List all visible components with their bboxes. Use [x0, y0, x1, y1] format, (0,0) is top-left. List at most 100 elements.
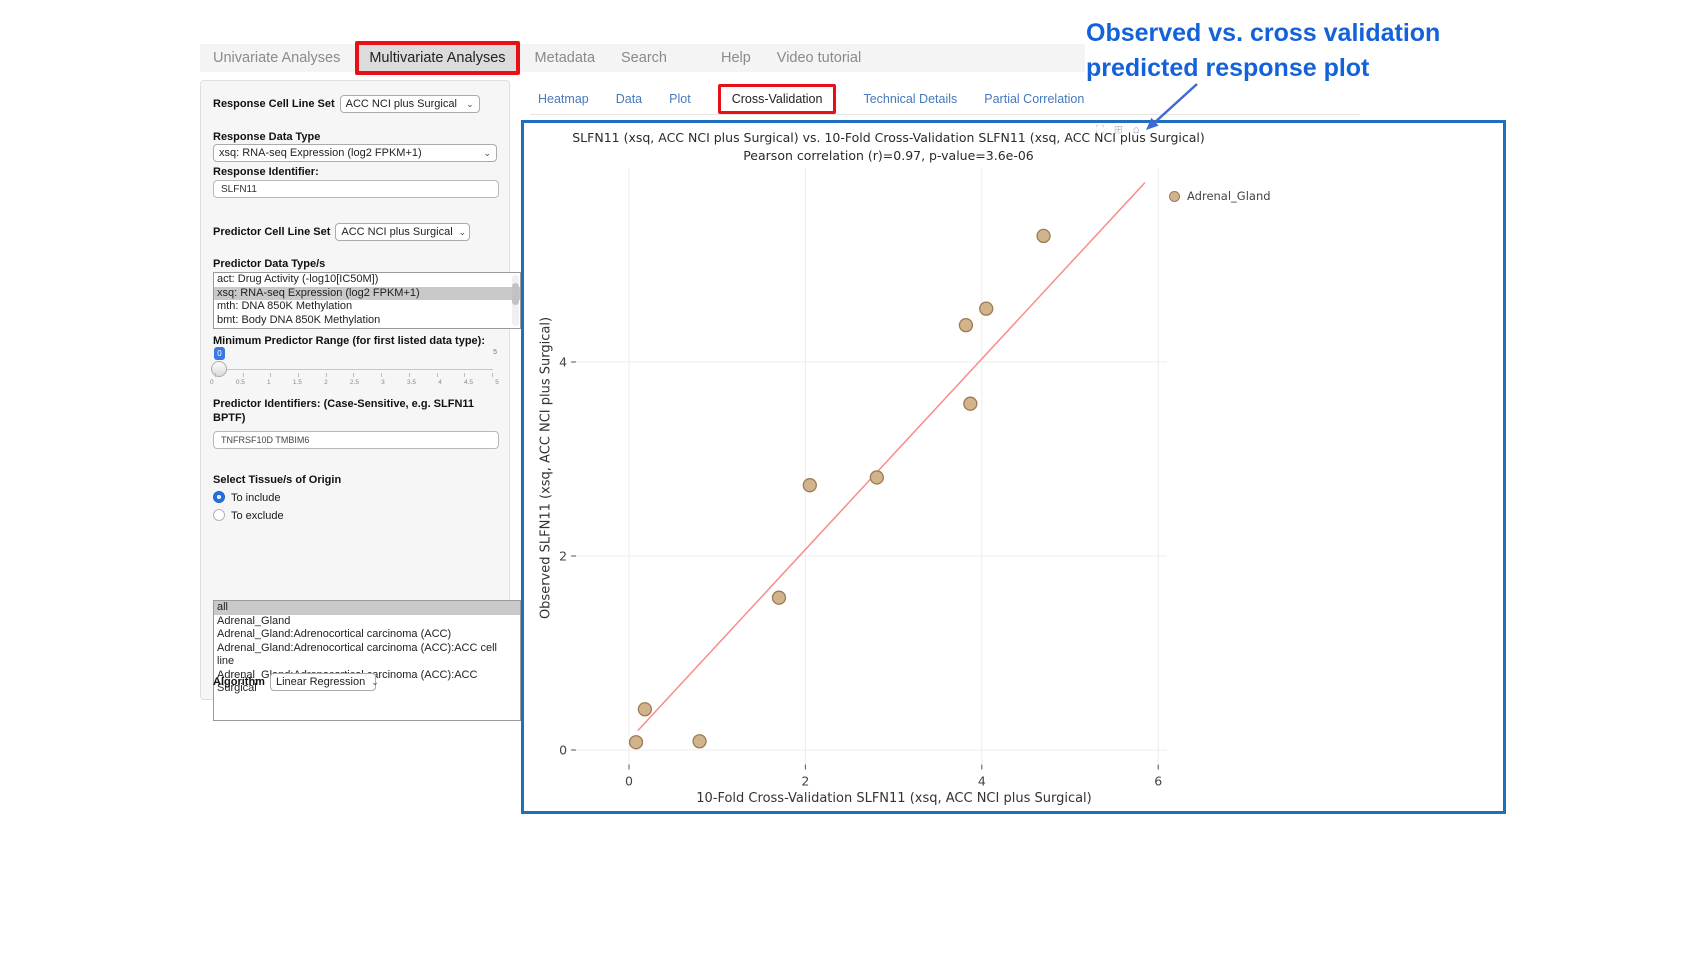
tab-data[interactable]: Data — [615, 92, 643, 106]
chevron-down-icon: ⌄ — [483, 147, 491, 158]
scrollbar[interactable] — [512, 275, 519, 326]
tab-technical-details[interactable]: Technical Details — [863, 92, 958, 106]
response-data-type-row: xsq: RNA-seq Expression (log2 FPKM+1) ⌄ — [213, 144, 497, 162]
data-point — [771, 590, 787, 605]
tab-heatmap[interactable]: Heatmap — [538, 92, 589, 106]
radio-row-include[interactable]: To include — [213, 491, 497, 504]
slider-track[interactable] — [215, 369, 493, 370]
cross-validation-plot-panel: SLFN11 (xsq, ACC NCI plus Surgical) vs. … — [521, 120, 1506, 814]
algorithm-value: Linear Regression — [275, 676, 366, 688]
data-point — [963, 396, 978, 411]
tab-cross-validation[interactable]: Cross-Validation — [717, 84, 837, 114]
plot-title: SLFN11 (xsq, ACC NCI plus Surgical) vs. … — [572, 130, 1205, 145]
tab-partial-correlation[interactable]: Partial Correlation — [984, 92, 1085, 106]
response-data-type-value: xsq: RNA-seq Expression (log2 FPKM+1) — [219, 147, 422, 159]
tissue-origin-label: Select Tissue/s of Origin — [213, 474, 342, 486]
slider-value-badge: 0 — [214, 347, 225, 360]
predictor-identifiers-input[interactable] — [213, 431, 499, 449]
radio-button-icon[interactable] — [213, 509, 225, 521]
x-tick-label: 0 — [625, 774, 633, 789]
data-point — [979, 301, 994, 316]
data-point — [692, 734, 707, 749]
plot-legend[interactable]: Adrenal_Gland — [1169, 189, 1271, 203]
predictor-identifiers-label: Predictor Identifiers: (Case-Sensitive, … — [213, 398, 475, 424]
radio-row-exclude[interactable]: To exclude — [213, 509, 497, 522]
response-cell-line-set-select[interactable]: ACC NCI plus Surgical ⌄ — [339, 95, 480, 113]
nav-item-search[interactable]: Search — [621, 50, 667, 66]
predictor-data-types-listbox: act: Drug Activity (-log10[IC50M]) xsq: … — [213, 272, 521, 329]
list-item[interactable]: Adrenal_Gland — [217, 614, 291, 627]
min-predictor-range-slider: 0 5 0 0.5 1 1.5 2 2.5 3 3.5 4 4.5 5 — [210, 347, 499, 391]
response-identifier-label: Response Identifier: — [213, 166, 319, 178]
list-item[interactable]: bmt: Body DNA 850K Methylation — [217, 313, 381, 326]
plot-subtitle: Pearson correlation (r)=0.97, p-value=3.… — [743, 148, 1034, 163]
list-item-selected[interactable]: all — [214, 601, 520, 615]
nav-item-metadata[interactable]: Metadata — [534, 50, 596, 66]
y-tick-label: 2 — [559, 549, 567, 564]
list-item[interactable]: act: Drug Activity (-log10[IC50M]) — [217, 273, 379, 285]
slider-tick-labels: 0 0.5 1 1.5 2 2.5 3 3.5 4 4.5 5 — [210, 379, 499, 386]
list-item-selected[interactable]: xsq: RNA-seq Expression (log2 FPKM+1) — [214, 286, 520, 300]
y-axis-label: Observed SLFN11 (xsq, ACC NCI plus Surgi… — [538, 316, 554, 620]
predictor-cell-line-set-label: Predictor Cell Line Set — [213, 226, 331, 238]
data-point — [1036, 228, 1051, 244]
result-tabs: Heatmap Data Plot Cross-Validation Techn… — [538, 84, 1111, 114]
scatter-plot: 0 2 4 6 0 2 4 — [559, 168, 1168, 789]
response-identifier-input[interactable] — [213, 180, 499, 198]
radio-to-include-label: To include — [231, 492, 281, 504]
x-axis-label: 10-Fold Cross-Validation SLFN11 (xsq, AC… — [696, 791, 1092, 806]
list-item[interactable]: Adrenal_Gland:Adrenocortical carcinoma (… — [217, 641, 498, 668]
data-point — [628, 735, 644, 750]
top-navigation: Univariate Analyses Multivariate Analyse… — [200, 41, 1085, 75]
response-cell-line-set-label: Response Cell Line Set — [213, 98, 335, 110]
nav-item-multivariate-analyses[interactable]: Multivariate Analyses — [355, 41, 520, 75]
response-data-type-select[interactable]: xsq: RNA-seq Expression (log2 FPKM+1) ⌄ — [213, 144, 497, 162]
plot-modebar: ⛶ ⊞ ⌂ — [1096, 123, 1140, 137]
slider-ticks — [215, 373, 493, 377]
response-data-type-label: Response Data Type — [213, 131, 321, 143]
data-point — [869, 470, 884, 485]
chevron-down-icon: ⌄ — [458, 226, 467, 237]
y-tick-label: 4 — [559, 355, 567, 370]
annotation-line-1: Observed vs. cross validation — [1086, 19, 1441, 47]
predictor-data-types-label: Predictor Data Type/s — [213, 258, 326, 270]
min-predictor-range-label: Minimum Predictor Range (for first liste… — [213, 335, 485, 347]
annotation-line-2: predicted response plot — [1086, 54, 1370, 82]
regression-trendline — [637, 182, 1146, 732]
algorithm-select[interactable]: Linear Regression ⌄ — [269, 673, 379, 691]
list-item[interactable]: Adrenal_Gland:Adrenocortical carcinoma (… — [217, 628, 452, 640]
algorithm-row: Algorithm Linear Regression ⌄ — [213, 673, 497, 691]
data-point — [802, 478, 817, 493]
predictor-cell-line-set-row: Predictor Cell Line Set ACC NCI plus Sur… — [213, 223, 497, 241]
zoom-icon[interactable]: ⊞ — [1113, 123, 1123, 136]
list-item[interactable]: mth: DNA 850K Methylation — [217, 300, 353, 312]
tab-plot[interactable]: Plot — [669, 92, 691, 106]
camera-icon[interactable]: ⛶ — [1096, 123, 1104, 136]
legend-marker-icon — [1169, 190, 1180, 202]
response-cell-line-set-value: ACC NCI plus Surgical — [345, 98, 457, 110]
legend-label: Adrenal_Gland — [1187, 189, 1271, 203]
plot-title-block: SLFN11 (xsq, ACC NCI plus Surgical) vs. … — [524, 130, 1267, 163]
nav-item-help[interactable]: Help — [720, 50, 751, 66]
x-tick-label: 4 — [978, 774, 986, 789]
nav-item-univariate-analyses[interactable]: Univariate Analyses — [213, 50, 341, 66]
predictor-cell-line-set-value: ACC NCI plus Surgical — [341, 226, 453, 238]
home-icon[interactable]: ⌂ — [1132, 123, 1140, 136]
response-cell-line-set-row: Response Cell Line Set ACC NCI plus Surg… — [213, 95, 497, 113]
analysis-settings-sidebar: Response Cell Line Set ACC NCI plus Surg… — [200, 80, 521, 721]
data-point — [958, 317, 974, 333]
data-point — [637, 702, 653, 717]
x-tick-label: 6 — [1154, 774, 1162, 789]
chevron-down-icon: ⌄ — [466, 98, 474, 109]
slider-max-label: 5 — [493, 349, 497, 356]
tabs-separator — [530, 114, 1360, 115]
chevron-down-icon: ⌄ — [371, 676, 379, 687]
annotation-callout: Observed vs. cross validation predicted … — [1086, 16, 1440, 86]
predictor-cell-line-set-select[interactable]: ACC NCI plus Surgical ⌄ — [335, 223, 471, 241]
scrollbar-thumb[interactable] — [512, 283, 519, 305]
radio-button-selected-icon[interactable] — [213, 491, 225, 503]
tissue-listbox: all Adrenal_Gland Adrenal_Gland:Adrenoco… — [213, 600, 521, 721]
nav-item-video-tutorial[interactable]: Video tutorial — [776, 50, 862, 66]
x-tick-label: 2 — [801, 774, 809, 789]
